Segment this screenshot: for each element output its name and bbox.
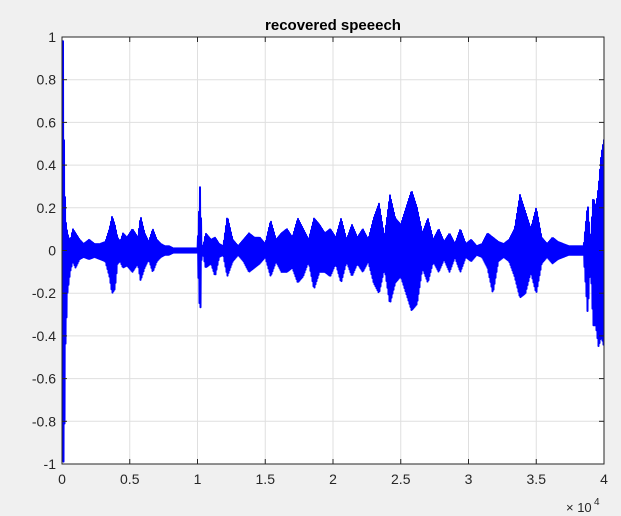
y-tick-label: 0.8 <box>37 72 57 88</box>
y-tick-label: 0 <box>48 243 56 259</box>
x-tick-label: 3 <box>465 471 473 487</box>
y-tick-label: -0.6 <box>32 371 56 387</box>
x-exponent-power: 4 <box>594 497 600 508</box>
x-tick-label: 0 <box>58 471 66 487</box>
signal-line <box>62 40 604 463</box>
ticks <box>61 36 605 465</box>
x-tick-label: 0.5 <box>120 471 140 487</box>
y-tick-label: 0.2 <box>37 200 57 216</box>
y-tick-label: 0.4 <box>37 157 57 173</box>
x-tick-label: 3.5 <box>527 471 547 487</box>
y-tick-label: 0.6 <box>37 114 57 130</box>
x-tick-label: 4 <box>600 471 608 487</box>
y-tick-label: -0.2 <box>32 285 56 301</box>
x-tick-label: 1.5 <box>256 471 276 487</box>
x-tick-label: 1 <box>194 471 202 487</box>
series-signal <box>62 40 604 463</box>
y-tick-label: -0.8 <box>32 413 56 429</box>
chart-title: recovered speeech <box>265 17 401 34</box>
x-tick-labels: 0 0.5 1 1.5 2 2.5 3 3.5 4 <box>58 471 608 487</box>
y-tick-label: -1 <box>44 456 57 472</box>
x-tick-label: 2 <box>329 471 337 487</box>
x-exponent-label: × 10 <box>566 500 592 515</box>
y-tick-labels: -1 -0.8 -0.6 -0.4 -0.2 0 0.2 0.4 0.6 0.8 1 <box>32 29 56 472</box>
x-tick-label: 2.5 <box>391 471 411 487</box>
y-tick-label: 1 <box>48 29 56 45</box>
y-tick-label: -0.4 <box>32 328 56 344</box>
